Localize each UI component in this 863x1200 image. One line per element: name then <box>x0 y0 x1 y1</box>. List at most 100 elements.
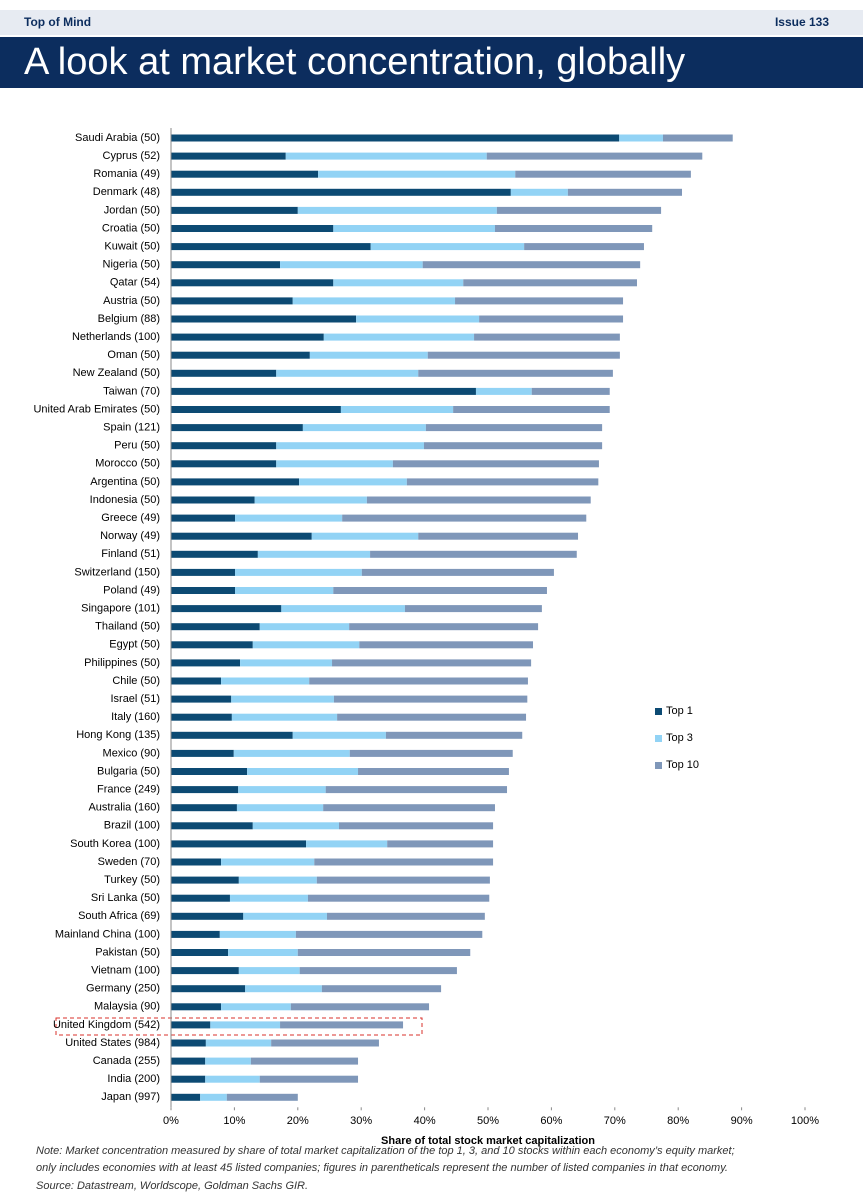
y-tick-label: Switzerland (150) <box>74 566 160 578</box>
bar-segment <box>333 279 464 287</box>
bar-segment <box>425 424 603 432</box>
bar-segment <box>228 949 298 956</box>
bar-segment <box>205 1075 260 1083</box>
bar-segment <box>418 532 579 540</box>
bar-segment <box>252 641 360 649</box>
bar-segment <box>370 550 577 558</box>
bar-segment <box>314 858 494 866</box>
y-tick-label: Netherlands (100) <box>72 331 160 343</box>
bar-segment <box>236 804 324 812</box>
bar-segment <box>475 387 532 395</box>
bar-segment <box>171 677 222 685</box>
y-tick-label: Peru (50) <box>114 440 160 452</box>
bar-segment <box>297 206 497 214</box>
bar-segment <box>356 315 480 323</box>
bar-segment <box>276 460 393 468</box>
y-tick-label: United Arab Emirates (50) <box>33 403 160 415</box>
y-tick-label: Spain (121) <box>103 422 160 434</box>
bar-segment <box>171 460 277 468</box>
note: only includes economies with at least 45… <box>36 1162 728 1174</box>
x-axis-title: Share of total stock market capitalizati… <box>381 1135 595 1147</box>
bar-segment <box>171 1021 211 1029</box>
bar-segment <box>567 188 683 196</box>
y-tick-label: India (200) <box>107 1073 160 1085</box>
bar-segment <box>342 514 587 522</box>
bar-segment <box>418 369 613 377</box>
bar-segment <box>385 731 523 739</box>
header-right: Issue 133 <box>775 15 829 29</box>
bar-segment <box>271 1039 379 1047</box>
y-tick-label: Qatar (54) <box>110 277 160 289</box>
y-tick-label: Israel (51) <box>110 693 160 705</box>
bar-segment <box>427 351 620 359</box>
bar-segment <box>235 568 362 576</box>
bar-segment <box>524 243 644 251</box>
bar-segment <box>276 369 419 377</box>
y-tick-label: Kuwait (50) <box>104 241 160 253</box>
y-tick-label: Japan (997) <box>101 1091 160 1103</box>
bar-segment <box>323 804 495 812</box>
y-tick-label: Brazil (100) <box>104 820 160 832</box>
bar-segment <box>321 985 442 993</box>
bar-segment <box>333 225 495 232</box>
bar-segment <box>221 1003 291 1011</box>
bar-segment <box>171 840 307 848</box>
bar-segment <box>171 1057 206 1065</box>
y-tick-label: New Zealand (50) <box>73 367 160 379</box>
bar-segment <box>299 478 407 486</box>
bar-segment <box>171 822 253 830</box>
y-tick-label: Singapore (101) <box>81 603 160 615</box>
y-tick-label: United Kingdom (542) <box>53 1019 160 1031</box>
bar-segment <box>171 315 357 323</box>
bar-segment <box>619 134 663 142</box>
y-tick-label: Poland (49) <box>103 584 160 596</box>
bar-segment <box>474 333 620 341</box>
title: A look at market concentration, globally <box>24 41 685 83</box>
bar-segment <box>171 641 253 649</box>
bar-segment <box>171 804 237 812</box>
y-tick-label: Norway (49) <box>100 530 160 542</box>
bar-segment <box>171 243 371 251</box>
bar-segment <box>299 967 457 975</box>
bar-segment <box>292 731 386 739</box>
bar-segment <box>205 1039 272 1047</box>
bar-segment <box>309 351 428 359</box>
bar-segment <box>210 1021 281 1029</box>
bar-segment <box>235 514 343 522</box>
legend-label: Top 10 <box>666 759 699 771</box>
y-tick-label: Hong Kong (135) <box>76 729 160 741</box>
y-tick-label: Greece (49) <box>101 512 160 524</box>
bar-segment <box>325 786 508 794</box>
bar-segment <box>392 460 599 468</box>
y-tick-label: France (249) <box>97 784 160 796</box>
bar-segment <box>171 1039 206 1047</box>
y-tick-label: Austria (50) <box>103 295 160 307</box>
bar-segment <box>250 1057 359 1065</box>
bar-segment <box>171 967 239 975</box>
bar-segment <box>486 152 703 160</box>
y-tick-label: Belgium (88) <box>98 313 160 325</box>
bar-segment <box>171 279 334 287</box>
bar-segment <box>171 496 255 504</box>
y-tick-label: Morocco (50) <box>95 458 160 470</box>
y-tick-label: Finland (51) <box>101 548 160 560</box>
bar-segment <box>455 297 624 305</box>
bar-segment <box>229 894 308 902</box>
y-tick-label: Egypt (50) <box>109 639 160 651</box>
bar-segment <box>259 623 350 631</box>
y-tick-label: Romania (49) <box>93 168 160 180</box>
bar-segment <box>171 876 239 884</box>
bar-segment <box>662 134 733 142</box>
top-strip <box>0 10 863 35</box>
bar-segment <box>359 641 534 649</box>
y-tick-label: Canada (255) <box>93 1055 160 1067</box>
bar-segment <box>281 605 405 613</box>
legend-swatch <box>655 708 662 715</box>
bar-segment <box>171 587 236 594</box>
bar-segment <box>337 713 527 721</box>
bar-segment <box>245 985 322 993</box>
x-tick-label: 30% <box>350 1115 372 1127</box>
y-tick-label: United States (984) <box>65 1037 160 1049</box>
y-tick-label: Jordan (50) <box>104 204 160 216</box>
